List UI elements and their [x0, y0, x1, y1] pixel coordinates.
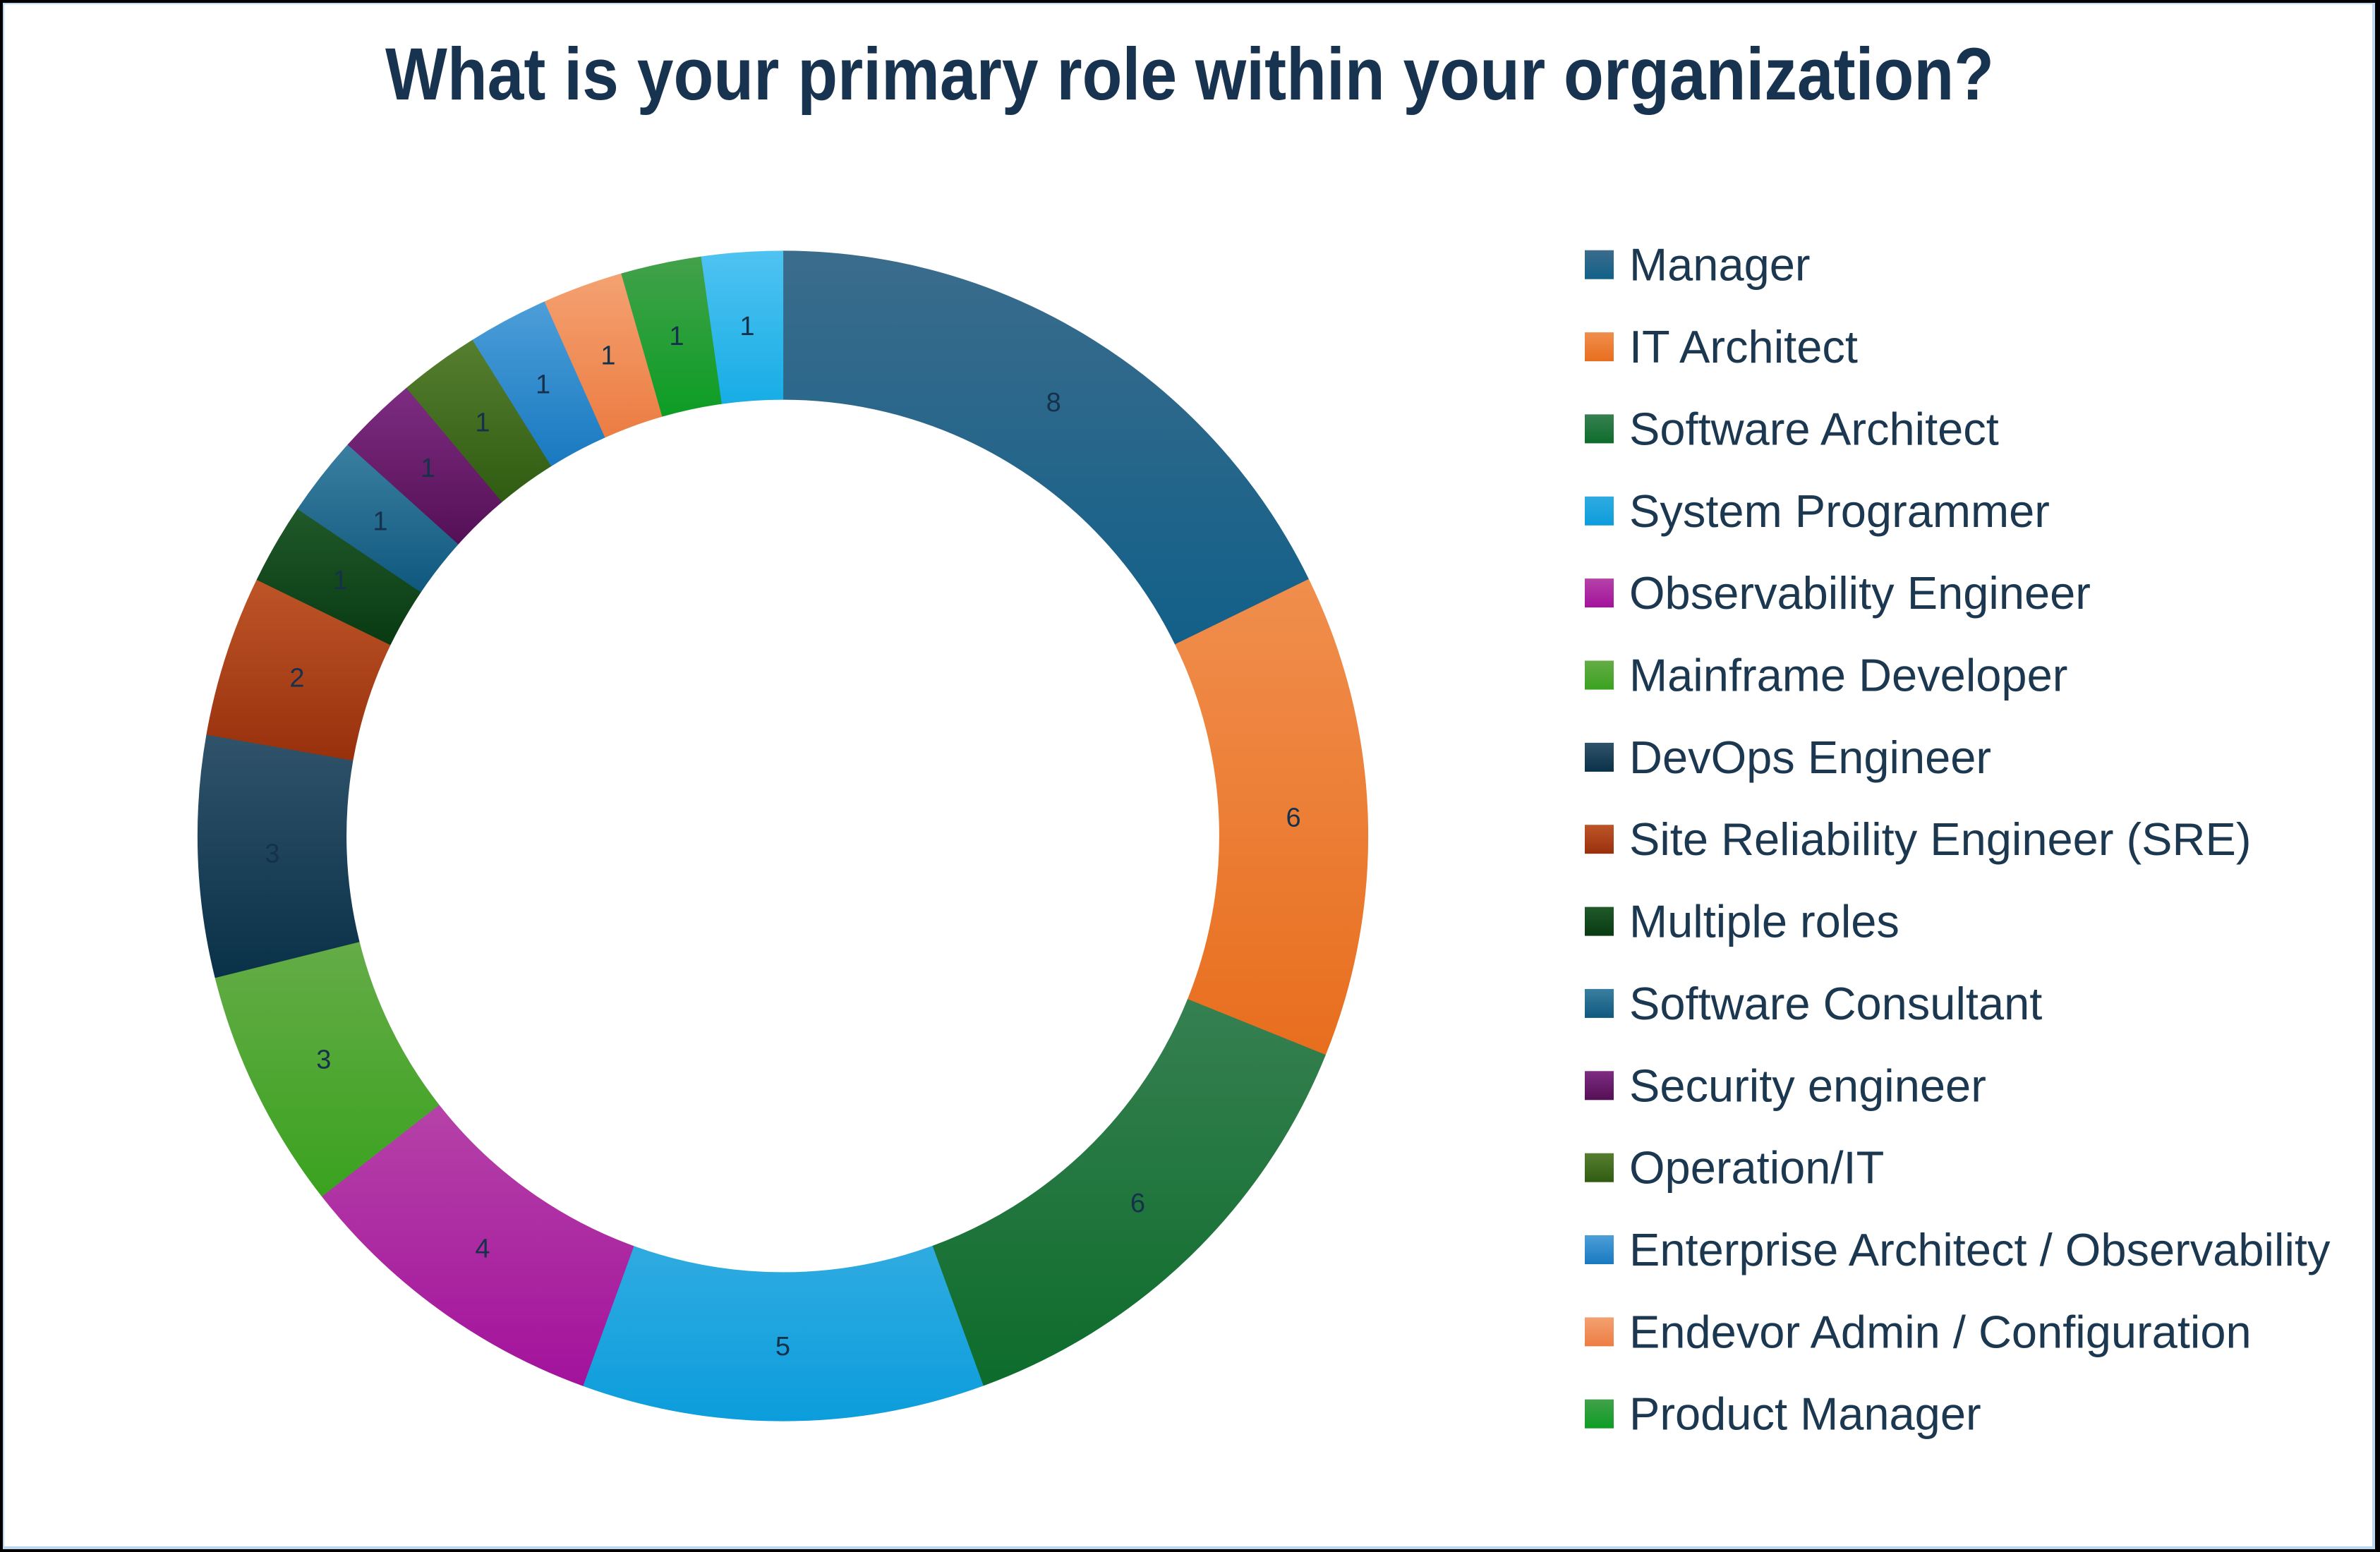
svg-text:What is your primary role with: What is your primary role within your or…	[385, 33, 1994, 116]
svg-text:Software Consultant: Software Consultant	[1629, 978, 2042, 1029]
svg-text:Enterprise Architect / Observa: Enterprise Architect / Observability	[1629, 1224, 2331, 1275]
svg-text:1: 1	[600, 341, 615, 371]
svg-text:System Programmer: System Programmer	[1629, 485, 2050, 537]
svg-text:Observability Engineer: Observability Engineer	[1629, 567, 2091, 619]
svg-text:8: 8	[1046, 388, 1061, 418]
svg-text:Product Manager: Product Manager	[1629, 1388, 1981, 1440]
svg-text:1: 1	[475, 408, 490, 437]
svg-text:1: 1	[421, 454, 435, 483]
svg-text:3: 3	[316, 1045, 331, 1074]
svg-text:Manager: Manager	[1629, 239, 1811, 291]
svg-text:1: 1	[373, 507, 387, 536]
svg-text:Operation/IT: Operation/IT	[1629, 1142, 1884, 1194]
svg-text:Software Architect: Software Architect	[1629, 403, 1999, 454]
svg-text:DevOps Engineer: DevOps Engineer	[1629, 732, 1991, 783]
svg-text:6: 6	[1286, 804, 1301, 833]
svg-text:6: 6	[1130, 1189, 1145, 1218]
svg-text:IT Architect: IT Architect	[1629, 321, 1858, 372]
svg-text:1: 1	[536, 370, 550, 400]
svg-text:4: 4	[475, 1235, 490, 1264]
svg-text:3: 3	[265, 839, 279, 868]
svg-text:2: 2	[289, 663, 304, 693]
svg-text:Site Reliability Engineer (SRE: Site Reliability Engineer (SRE)	[1629, 813, 2251, 865]
svg-text:1: 1	[333, 566, 348, 595]
svg-text:1: 1	[739, 312, 754, 341]
svg-text:Multiple roles: Multiple roles	[1629, 896, 1899, 947]
svg-text:Security engineer: Security engineer	[1629, 1060, 1986, 1111]
svg-text:5: 5	[775, 1332, 790, 1362]
svg-text:1: 1	[669, 322, 684, 351]
svg-text:Endevor Admin / Configuration: Endevor Admin / Configuration	[1629, 1306, 2252, 1357]
svg-text:Mainframe Developer: Mainframe Developer	[1629, 650, 2067, 701]
